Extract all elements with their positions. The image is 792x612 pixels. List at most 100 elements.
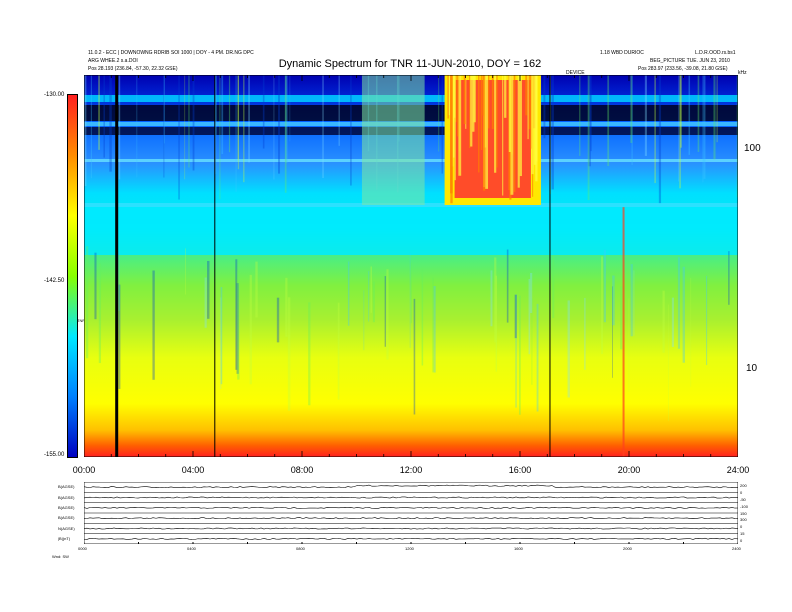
texture-streak [163, 75, 165, 160]
texture-streak [118, 75, 121, 180]
texture-streak [644, 75, 647, 156]
panel-label: B(AGSE) [58, 494, 75, 500]
texture-streak [163, 75, 165, 178]
texture-streak [551, 75, 554, 190]
texture-streak [220, 287, 223, 385]
texture-streak [654, 75, 656, 184]
texture-streak [350, 75, 352, 186]
header-left-info-2: ARG WHEE.2 s.a.DOI [88, 58, 138, 64]
texture-streak [221, 75, 224, 155]
texture-streak [441, 75, 443, 174]
texture-streak [716, 75, 718, 143]
texture-streak [184, 75, 186, 180]
colorbar-mid-label: -142.50 [44, 278, 65, 284]
burst-streak [504, 75, 507, 118]
texture-streak [432, 277, 434, 373]
burst-streak [491, 75, 494, 129]
texture-streak [679, 75, 683, 148]
texture-streak [677, 257, 681, 349]
burst-streak [450, 75, 453, 194]
texture-streak [682, 266, 685, 363]
texture-streak [494, 257, 497, 343]
texture-streak [204, 277, 207, 328]
panel-right-tick: -50 [740, 496, 746, 502]
texture-streak [94, 252, 97, 320]
texture-streak [248, 75, 250, 163]
panel-time-tick: 2000 [623, 546, 632, 551]
texture-streak [612, 275, 615, 326]
texture-streak [363, 290, 365, 351]
burst-streak [473, 75, 476, 123]
x-tick-label: 16:00 [508, 465, 532, 475]
panel-trace [84, 506, 738, 509]
texture-streak [109, 75, 112, 172]
texture-streak [728, 251, 730, 305]
burst-streak [478, 75, 480, 173]
texture-streak [285, 277, 288, 337]
texture-streak [490, 270, 493, 327]
burst-streak [510, 75, 514, 195]
texture-streak [713, 75, 716, 160]
spectrogram-plot [84, 75, 738, 457]
texture-streak [543, 75, 546, 139]
texture-streak [185, 248, 186, 295]
texture-streak [736, 75, 738, 198]
texture-streak [679, 75, 682, 189]
texture-streak [668, 304, 669, 421]
texture-streak [322, 75, 324, 178]
burst-streak [530, 75, 533, 149]
texture-streak [85, 246, 89, 359]
texture-streak [536, 303, 539, 412]
texture-streak [289, 75, 291, 142]
panel-trace [84, 537, 738, 540]
texture-streak [178, 75, 180, 200]
texture-streak [690, 277, 692, 387]
texture-streak [220, 297, 222, 390]
texture-streak [612, 286, 613, 378]
texture-streak [413, 298, 416, 415]
burst-streak [447, 75, 451, 116]
panel-time-tick: 1600 [514, 546, 523, 551]
texture-streak [368, 271, 370, 322]
texture-streak [384, 276, 386, 347]
burst-streak [496, 75, 498, 168]
colorbar [67, 94, 78, 458]
burst-streak [447, 75, 449, 119]
y-tick-label-10: 10 [746, 362, 758, 374]
texture-streak [237, 75, 240, 170]
texture-streak [587, 75, 590, 201]
header-left-info-3: Pos 28.193 (236.84, -57.30, 22.32 GSE) [88, 66, 178, 72]
texture-streak [409, 252, 411, 348]
burst-streak [469, 75, 471, 148]
burst-streak [483, 75, 486, 191]
panel-right-tick: 200 [740, 483, 747, 488]
burst-streak [519, 75, 522, 177]
burst-streak [502, 75, 504, 196]
texture-streak [278, 75, 281, 174]
x-tick-label: 00:00 [72, 465, 96, 475]
texture-streak [237, 271, 240, 380]
panel-trace [84, 484, 738, 489]
burst-streak [525, 75, 528, 116]
panel-right-tick: 0 [740, 524, 743, 530]
panel-right-tick: 15 [740, 531, 745, 537]
x-tick-label: 24:00 [726, 465, 750, 475]
spike-line [622, 207, 625, 457]
texture-streak [163, 75, 165, 144]
texture-streak [386, 269, 389, 360]
panel-time-tick: 0800 [296, 546, 305, 551]
texture-streak [276, 297, 280, 343]
header-right-info-3: BEG_PICTURE TUE. JUN 23, 2010 [650, 58, 730, 64]
texture-streak [658, 75, 662, 204]
texture-streak [630, 75, 633, 144]
texture-streak [518, 295, 521, 415]
texture-streak [530, 272, 533, 314]
texture-streak [236, 283, 239, 374]
texture-streak [285, 75, 288, 163]
header-right-info-1: 1.18 WBD DURIOC [600, 50, 644, 56]
burst-streak [508, 75, 512, 153]
texture-streak [620, 286, 623, 350]
texture-streak [214, 75, 217, 136]
panel-trace [84, 496, 738, 499]
texture-streak [631, 75, 633, 165]
